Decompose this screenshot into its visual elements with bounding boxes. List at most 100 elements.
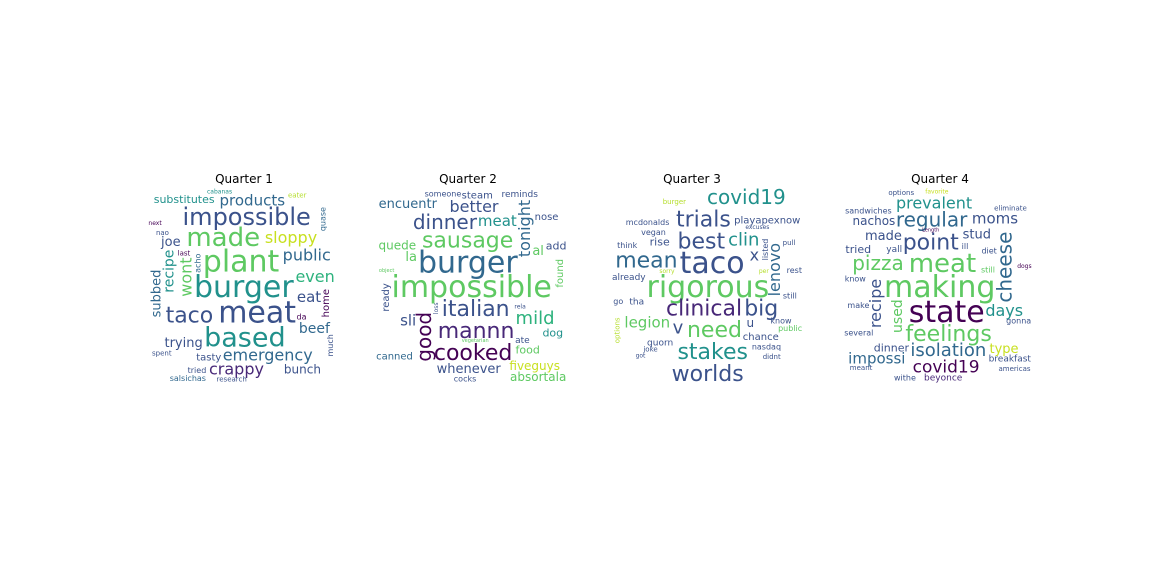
word-state: state: [909, 295, 985, 330]
word-nose: nose: [535, 212, 559, 223]
word-add: add: [546, 240, 567, 253]
word-ate: ate: [515, 336, 530, 346]
word-big: big: [744, 297, 778, 322]
word-substitutes: substitutes: [154, 193, 215, 206]
word-making: making: [884, 270, 995, 305]
word-made: made: [865, 229, 902, 244]
word-best: best: [678, 229, 726, 254]
word-used: used: [890, 299, 906, 333]
word-stakes: stakes: [677, 340, 748, 365]
word-prevalent: prevalent: [896, 193, 972, 212]
word-crappy: crappy: [209, 360, 264, 379]
word-dinner: dinner: [413, 210, 478, 234]
word-sorry: sorry: [659, 268, 675, 275]
word-chance: chance: [743, 332, 779, 343]
word-vegetarian: vegetarian: [462, 338, 489, 344]
word-last: last: [178, 249, 191, 257]
word-playapexnow: playapexnow: [734, 216, 800, 227]
word-eliminate: eliminate: [994, 205, 1027, 213]
word-trials: trials: [676, 207, 731, 232]
word-didnt: didnt: [763, 353, 781, 361]
word-mannn: mannn: [438, 319, 515, 344]
word-products: products: [220, 191, 286, 209]
word-steam: steam: [462, 191, 493, 202]
word-got: got: [636, 353, 646, 360]
word-ready: ready: [381, 283, 392, 312]
word-absortala: absortala: [510, 370, 566, 383]
word-impossi: impossi: [848, 349, 905, 367]
word-found: found: [555, 259, 566, 288]
word-subbed: subbed: [150, 270, 165, 318]
word-made: made: [186, 223, 260, 253]
word-make: make: [847, 301, 869, 310]
word-covid19: covid19: [707, 187, 786, 209]
word-rest: rest: [787, 266, 802, 275]
word-based: based: [204, 322, 286, 353]
word-joe: joe: [160, 235, 181, 250]
word-pull: pull: [783, 239, 796, 247]
word-point: point: [903, 231, 959, 256]
panel-title-q1: Quarter 1: [215, 172, 273, 186]
word-several: several: [844, 329, 873, 338]
word-sandwiches: sandwiches: [845, 206, 892, 215]
word-beef: beef: [299, 321, 331, 337]
word-canned: canned: [376, 352, 413, 363]
word-al: al: [532, 244, 544, 259]
word-joke: joke: [642, 346, 657, 354]
word-taco: taco: [166, 303, 214, 328]
word-clinical: clinical: [666, 296, 742, 321]
word-still: still: [981, 266, 995, 275]
word-home: home: [321, 289, 332, 317]
word-good: good: [412, 312, 436, 362]
word-emergency: emergency: [223, 345, 313, 364]
word-mild: mild: [516, 308, 555, 329]
word-much: much: [326, 334, 335, 356]
word-options: options: [614, 317, 622, 343]
word-la: la: [405, 250, 417, 265]
word-options: options: [888, 189, 914, 197]
word-plant: plant: [203, 244, 280, 279]
word-meant: meant: [850, 364, 873, 372]
word-encuentr: encuentr: [379, 197, 438, 212]
word-know: know: [770, 317, 792, 326]
word-withe: withe: [894, 373, 916, 382]
word-fiveguys: fiveguys: [509, 359, 560, 373]
word-still: still: [783, 292, 797, 301]
word-dogs: dogs: [1017, 263, 1031, 270]
word-beyonce: beyonce: [924, 373, 963, 383]
word-worlds: worlds: [672, 362, 744, 383]
word-go: go: [613, 297, 623, 306]
word-isolation: isolation: [910, 340, 986, 361]
word-vegan: vegan: [641, 228, 666, 237]
word-eater: eater: [288, 191, 307, 199]
word-tried: tried: [188, 366, 207, 375]
word-excuses: excuses: [745, 224, 769, 231]
word-sli: sli: [400, 311, 416, 329]
word-dog: dog: [542, 326, 563, 339]
word-italian: italian: [442, 297, 510, 322]
word-x: x: [750, 246, 759, 265]
word-object: object: [379, 268, 394, 274]
word-sausage: sausage: [422, 228, 513, 253]
word-covid19: covid19: [913, 357, 980, 377]
word-recipe: recipe: [162, 250, 178, 293]
word-bunch: bunch: [284, 363, 321, 377]
word-food: food: [516, 344, 540, 357]
word-meat: meat: [909, 249, 976, 279]
word-impossible: impossible: [183, 203, 311, 231]
word-someone: someone: [425, 189, 462, 198]
word-cheese: cheese: [992, 232, 1016, 303]
word-nachos: nachos: [853, 214, 896, 228]
word-tried: tried: [845, 243, 871, 256]
word-recipe: recipe: [866, 279, 885, 328]
word-regular: regular: [896, 208, 968, 232]
word-quase: quase: [318, 207, 327, 231]
word-better: better: [450, 197, 499, 216]
word-even: even: [295, 267, 334, 286]
word-know: know: [845, 274, 867, 283]
word-tasty: tasty: [196, 353, 221, 364]
word-ill: ill: [962, 242, 969, 251]
